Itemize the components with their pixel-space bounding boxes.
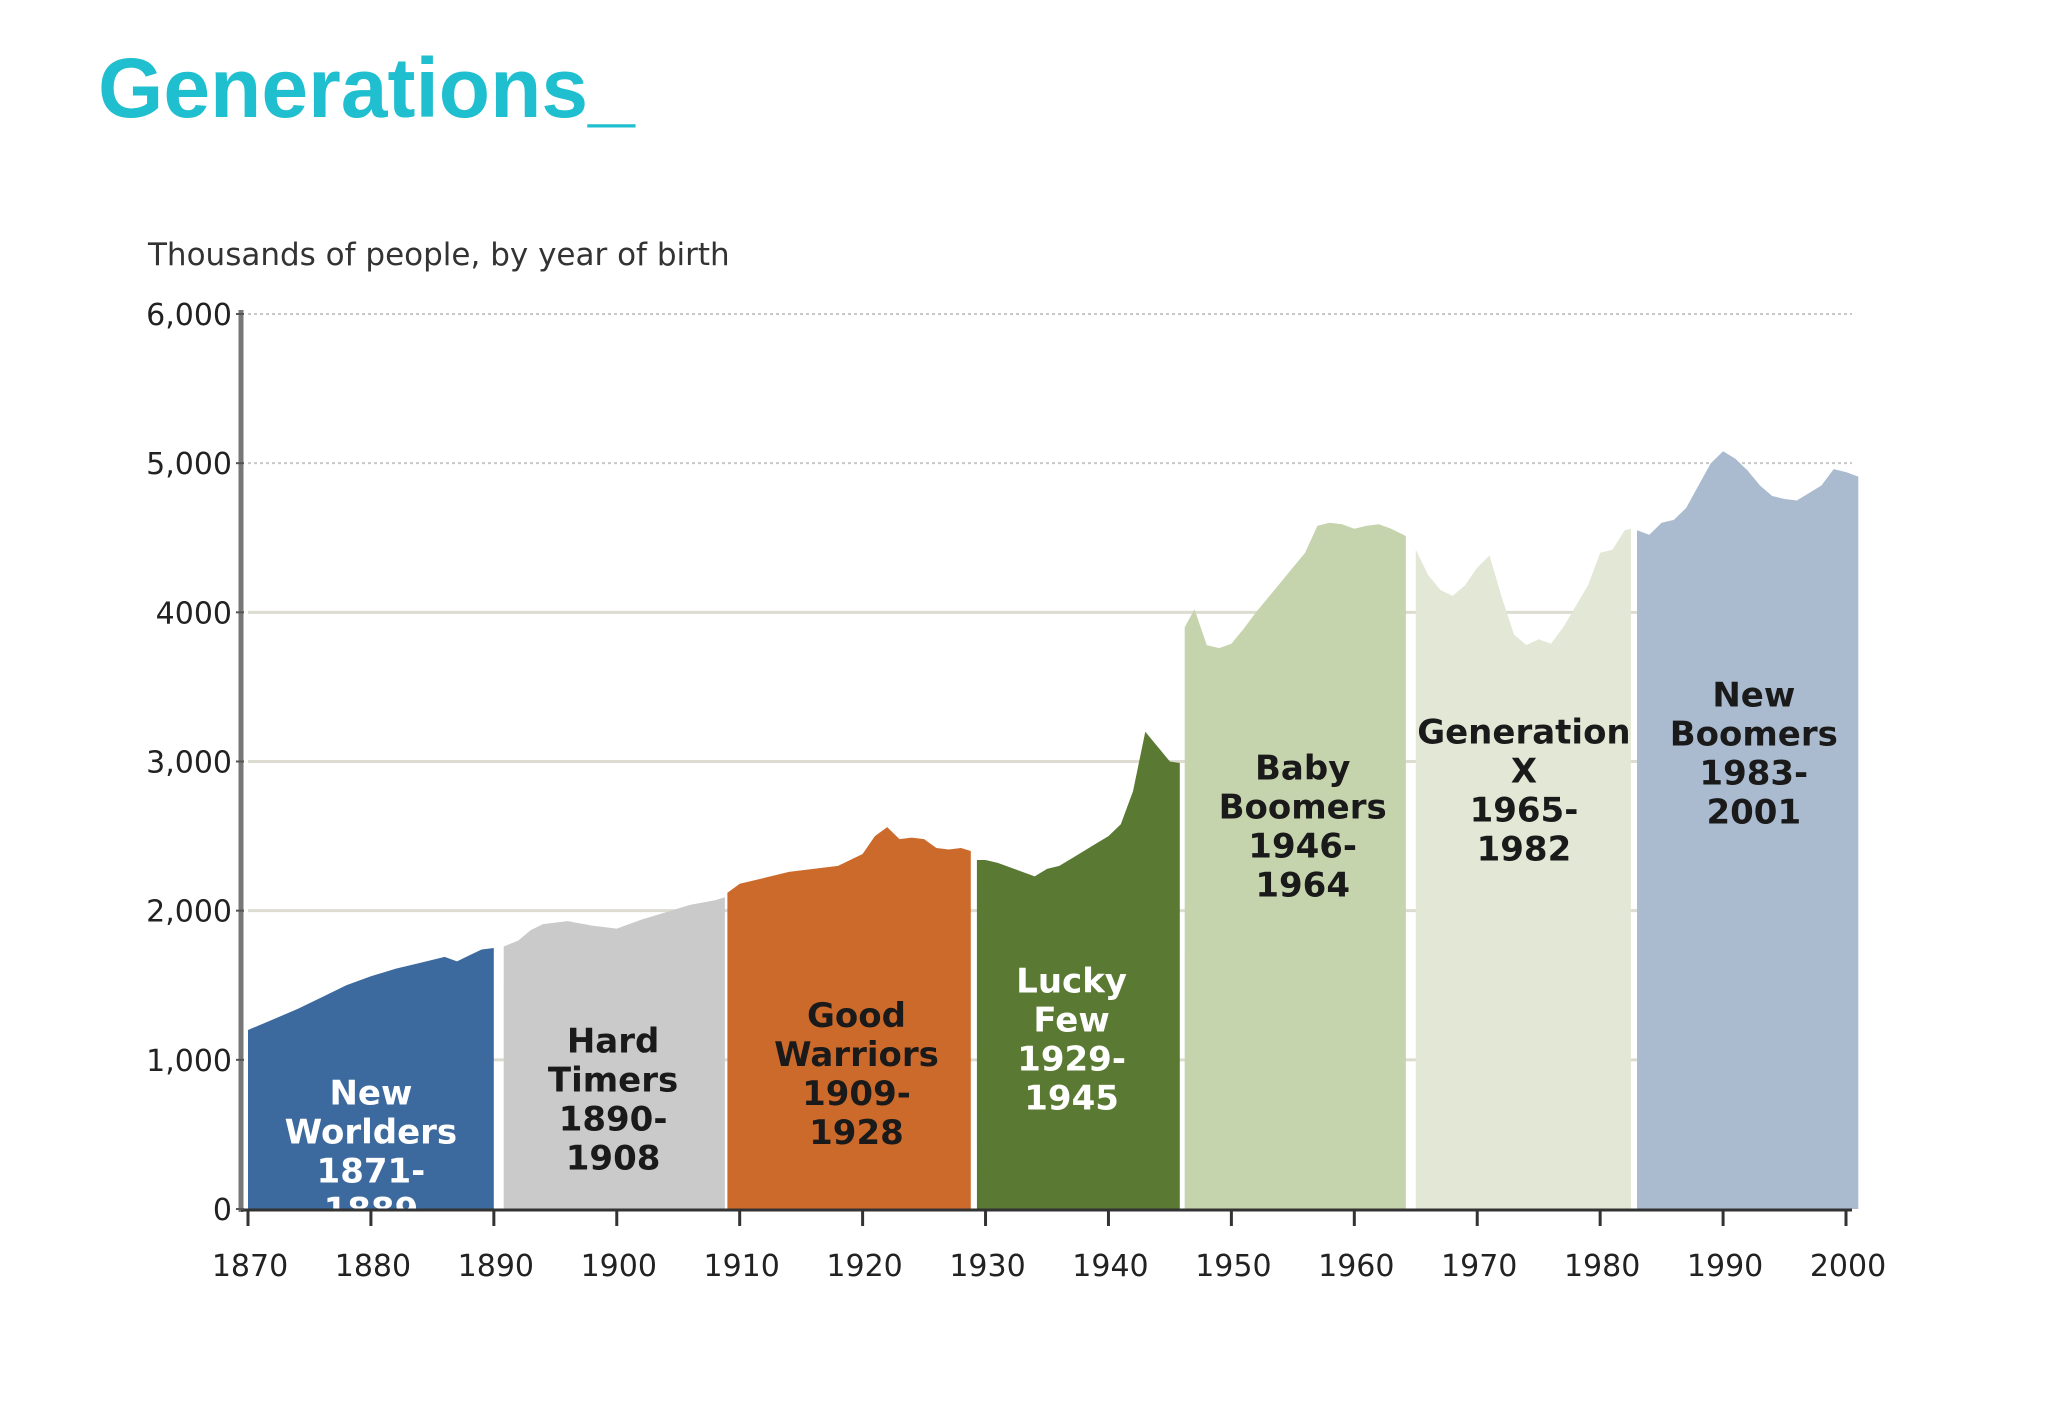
generation-label: Lucky Few 1929-1945 bbox=[1016, 962, 1127, 1119]
generation-label-line: 1929- bbox=[1017, 1040, 1126, 1080]
y-tick-label: 1,000 bbox=[146, 1044, 232, 1079]
generation-label: Hard Timers 1890-1908 bbox=[548, 1021, 678, 1178]
x-tick-label: 1920 bbox=[826, 1249, 902, 1284]
x-tick-label: 1880 bbox=[335, 1249, 411, 1284]
y-tick-label: 0 bbox=[213, 1193, 232, 1228]
x-tick-label: 2000 bbox=[1810, 1249, 1886, 1284]
generation-label-line: Warriors bbox=[774, 1035, 939, 1075]
x-tick-label: 1940 bbox=[1072, 1249, 1148, 1284]
y-tick-label: 2,000 bbox=[146, 895, 232, 930]
x-tick-label: 1910 bbox=[704, 1249, 780, 1284]
generation-label-line: Lucky bbox=[1016, 962, 1127, 1002]
y-tick-label: 4000 bbox=[156, 596, 232, 631]
generation-label-line: Boomers bbox=[1219, 787, 1387, 827]
y-tick-label: 3,000 bbox=[146, 746, 232, 781]
generation-label-line: Few bbox=[1033, 1001, 1109, 1041]
generation-label-line: 1908 bbox=[566, 1138, 661, 1178]
generation-label-line: 2001 bbox=[1706, 792, 1801, 832]
generation-label-line: New bbox=[329, 1074, 412, 1114]
generation-label-line: 1965- bbox=[1470, 791, 1579, 831]
generation-label-line: Generation bbox=[1417, 713, 1630, 753]
generation-label-line: 1983- bbox=[1699, 753, 1808, 793]
generation-label-line: 1982 bbox=[1477, 830, 1572, 870]
x-tick-label: 1970 bbox=[1441, 1249, 1517, 1284]
generation-label-line: Boomers bbox=[1670, 714, 1838, 754]
x-tick-label: 1870 bbox=[212, 1249, 288, 1284]
x-tick-label: 1990 bbox=[1687, 1249, 1763, 1284]
x-tick-label: 1890 bbox=[458, 1249, 534, 1284]
x-tick-label: 1930 bbox=[949, 1249, 1025, 1284]
generation-label-line: 1964 bbox=[1255, 865, 1350, 905]
generation-label-line: Worlders bbox=[285, 1113, 457, 1153]
generation-label-line: 1946- bbox=[1248, 826, 1357, 866]
x-tick-label: 1900 bbox=[581, 1249, 657, 1284]
y-tick-label: 5,000 bbox=[146, 447, 232, 482]
generation-label-line: 1871- bbox=[317, 1152, 426, 1192]
generation-label-line: 1945 bbox=[1024, 1079, 1119, 1119]
x-tick-label: 1960 bbox=[1318, 1249, 1394, 1284]
generation-label-line: Hard bbox=[567, 1021, 660, 1061]
generation-label-line: New bbox=[1712, 675, 1795, 715]
generation-label-line: Good bbox=[807, 996, 906, 1036]
generation-label-line: 1928 bbox=[809, 1113, 904, 1153]
x-tick-label: 1980 bbox=[1564, 1249, 1640, 1284]
generation-label-line: Baby bbox=[1255, 748, 1350, 788]
y-tick-label: 6,000 bbox=[146, 298, 232, 333]
y-axis-label: Thousands of people, by year of birth bbox=[147, 237, 730, 273]
generations-chart: Thousands of people, by year of birth Ne… bbox=[0, 0, 2048, 1418]
x-tick-label: 1950 bbox=[1195, 1249, 1271, 1284]
generation-label-line: Timers bbox=[548, 1060, 678, 1100]
generation-label-line: X bbox=[1511, 752, 1537, 792]
generation-label-line: 1890- bbox=[559, 1099, 668, 1139]
generation-label-line: 1909- bbox=[802, 1074, 911, 1114]
